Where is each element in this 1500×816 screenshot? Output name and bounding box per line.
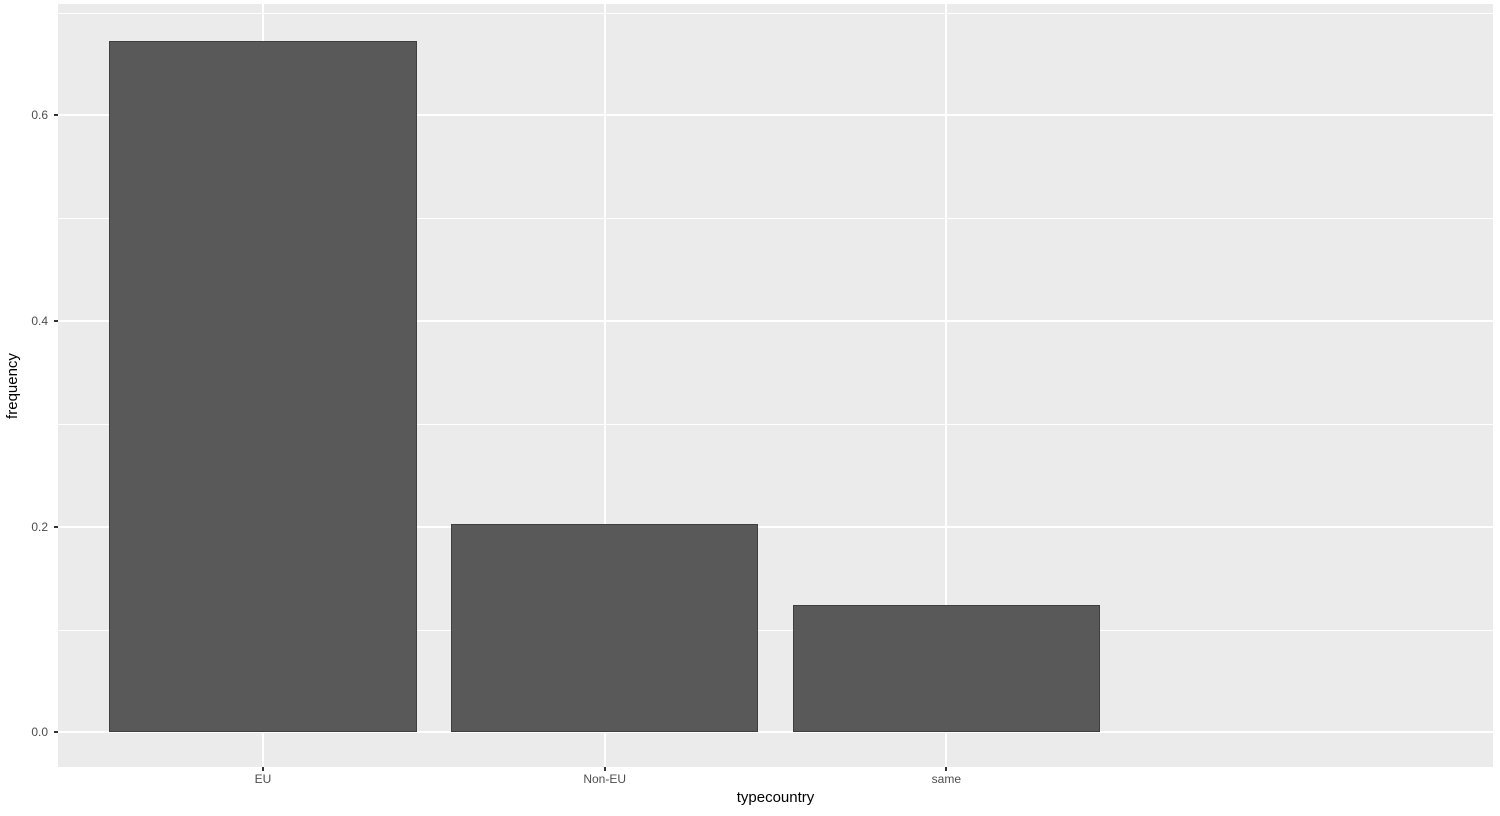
major-gridline-horizontal xyxy=(58,320,1493,323)
y-axis-tick-label: 0.4 xyxy=(31,314,48,329)
y-axis-tick-label: 0.6 xyxy=(31,108,48,123)
bar-eu xyxy=(109,41,417,733)
y-axis-tick-mark xyxy=(54,525,58,528)
y-axis-tick-label: 0.0 xyxy=(31,725,48,740)
x-axis-tick-label: EU xyxy=(254,772,272,786)
major-gridline-horizontal xyxy=(58,525,1493,528)
major-gridline-vertical xyxy=(945,4,948,767)
x-axis-tick-mark xyxy=(603,767,606,771)
bar-non-eu xyxy=(450,523,759,733)
x-axis-tick-mark xyxy=(945,767,948,771)
plot-panel xyxy=(58,4,1493,767)
x-axis-tick-label: Non-EU xyxy=(583,772,626,786)
x-axis-tick-label: same xyxy=(931,772,961,786)
y-axis-tick-mark xyxy=(54,114,58,117)
y-axis-tick-label: 0.2 xyxy=(31,519,48,534)
major-gridline-horizontal xyxy=(58,731,1493,734)
major-gridline-vertical xyxy=(603,4,606,767)
bar-same xyxy=(792,604,1101,733)
y-axis-title: frequency xyxy=(4,353,21,419)
y-axis-tick-mark xyxy=(54,320,58,323)
major-gridline-horizontal xyxy=(58,114,1493,117)
minor-gridline-horizontal xyxy=(58,629,1493,631)
minor-gridline-horizontal xyxy=(58,218,1493,220)
x-axis-title: typecountry xyxy=(736,789,815,806)
y-axis-tick-mark xyxy=(54,731,58,734)
x-axis-tick-mark xyxy=(262,767,264,771)
minor-gridline-horizontal xyxy=(58,12,1493,14)
minor-gridline-horizontal xyxy=(58,423,1493,425)
